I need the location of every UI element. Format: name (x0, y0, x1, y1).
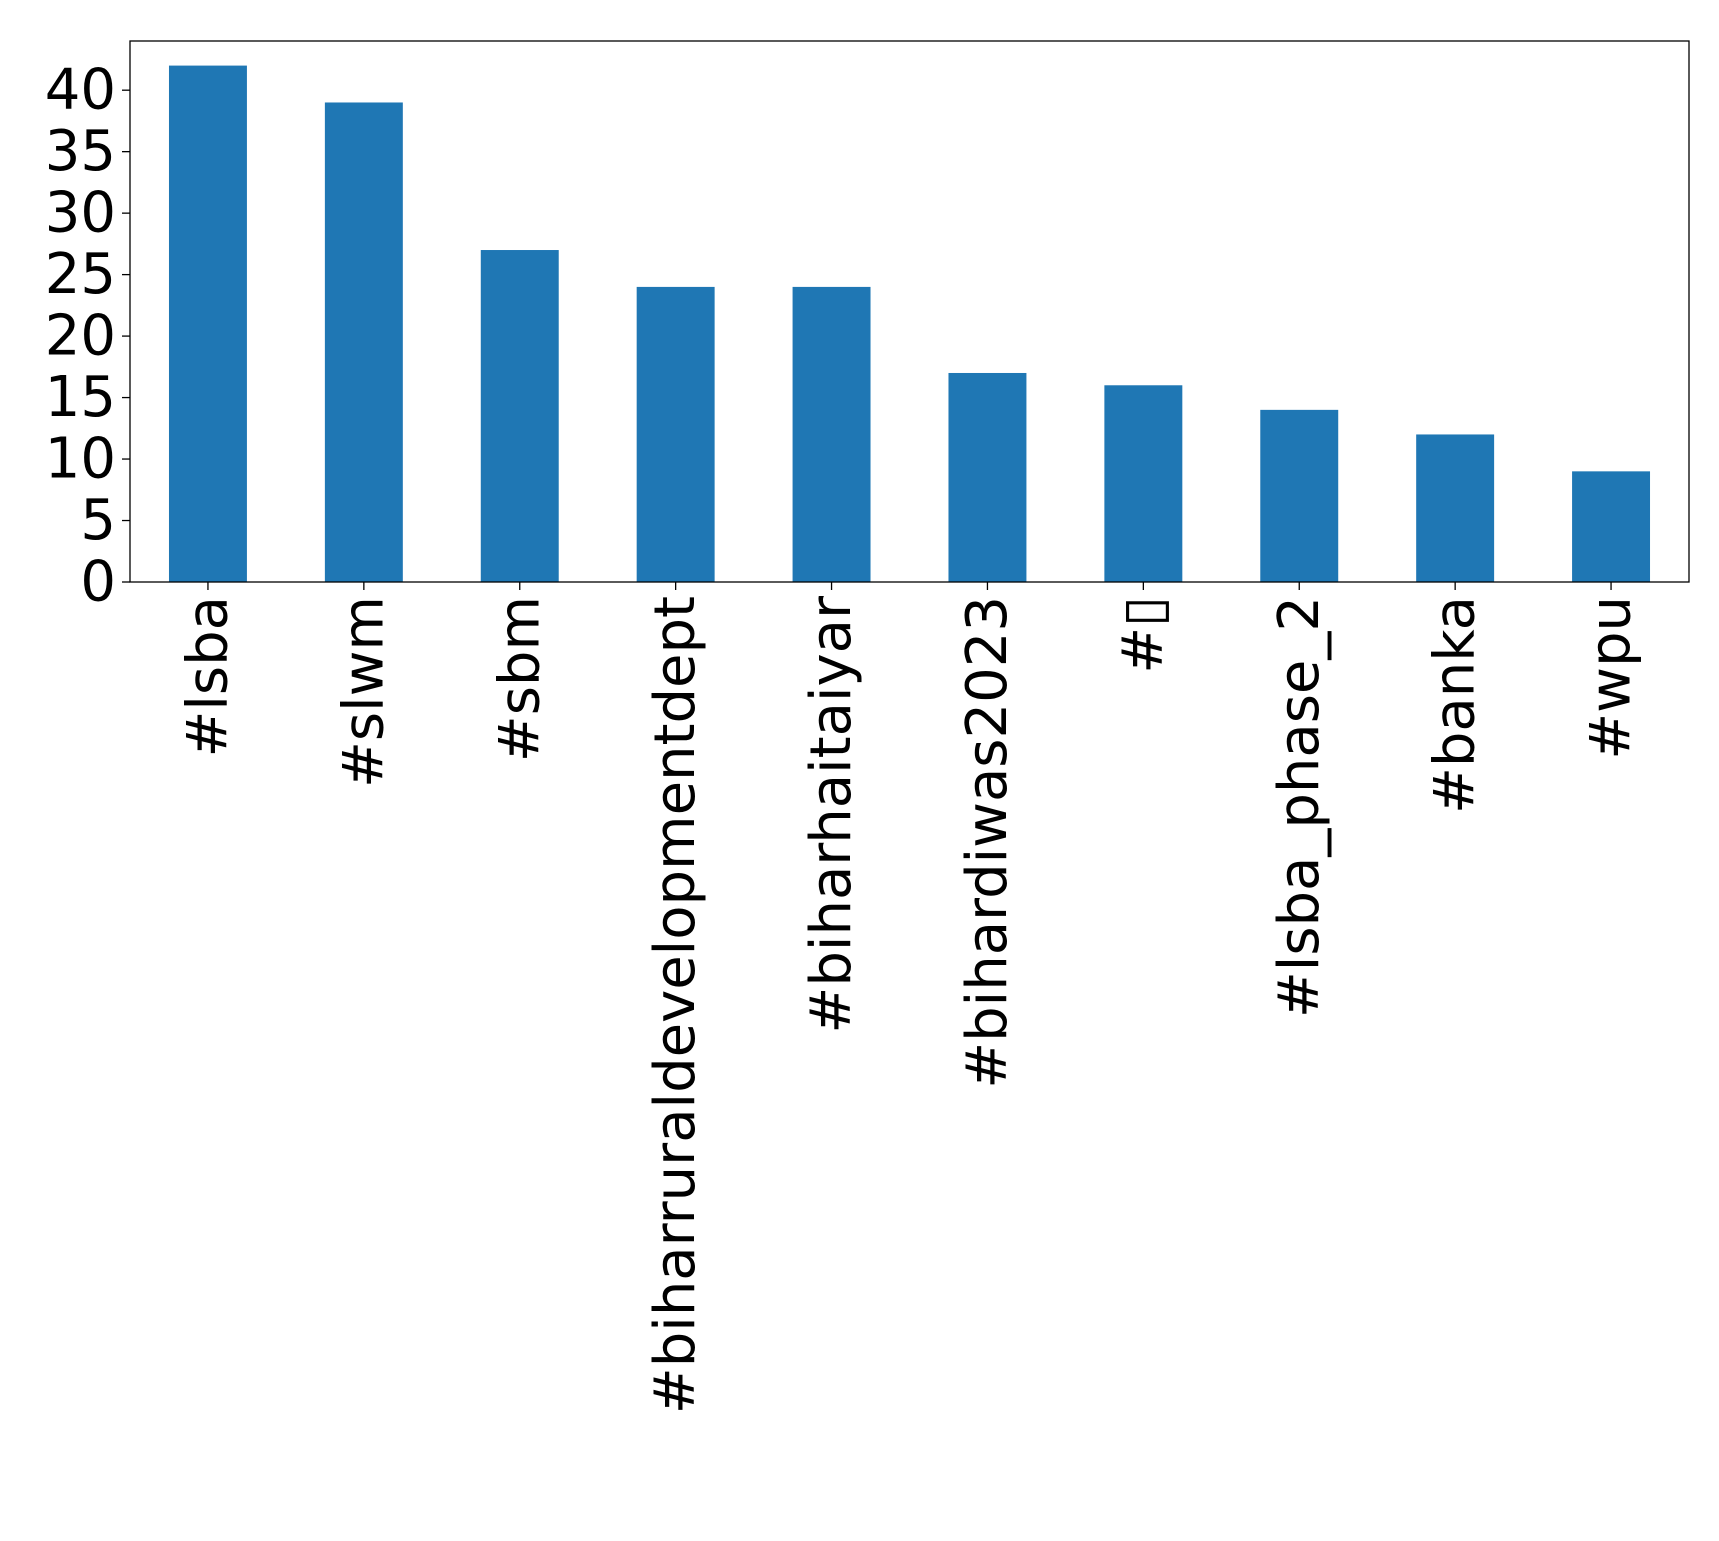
x-tick-label: #lsba_phase_2 (1267, 596, 1332, 1018)
y-tick-label: 15 (45, 365, 116, 430)
x-tick-label: #biharruraldevelopmentdept (643, 596, 708, 1414)
bars-group (168, 65, 1651, 583)
y-tick-label: 25 (45, 242, 116, 307)
bar-2 (480, 250, 559, 583)
bar-0 (168, 65, 247, 582)
y-tick-label: 30 (45, 181, 116, 246)
bar-3 (636, 286, 715, 582)
bar-4 (792, 286, 871, 582)
x-tick-label: #banka (1423, 596, 1488, 814)
x-tick-label: #slwm (331, 596, 396, 788)
bar-9 (1572, 471, 1651, 582)
bar-7 (1260, 409, 1339, 582)
bar-8 (1416, 434, 1495, 582)
x-tick-label: #biharhaitaiyar (799, 595, 864, 1034)
y-tick-label: 10 (45, 427, 116, 492)
x-tick-label: #▯ (1111, 596, 1176, 674)
bar-6 (1104, 385, 1183, 582)
x-tick-label: #bihardiwas2023 (955, 596, 1020, 1089)
x-tick-label: #wpu (1579, 596, 1644, 760)
bar-1 (324, 102, 403, 583)
x-axis: #lsba #slwm #sbm #biharruraldevelopmentdept… (175, 582, 1644, 1414)
y-tick-label: 20 (45, 304, 116, 369)
y-tick-label: 0 (80, 550, 116, 615)
y-tick-label: 5 (80, 488, 116, 553)
x-tick-label: #lsba (175, 596, 240, 758)
x-tick-label: #sbm (487, 596, 552, 762)
plot-frame (129, 40, 1690, 583)
y-tick-label: 35 (45, 119, 116, 184)
y-tick-label: 40 (45, 58, 116, 123)
bar-5 (948, 372, 1027, 582)
